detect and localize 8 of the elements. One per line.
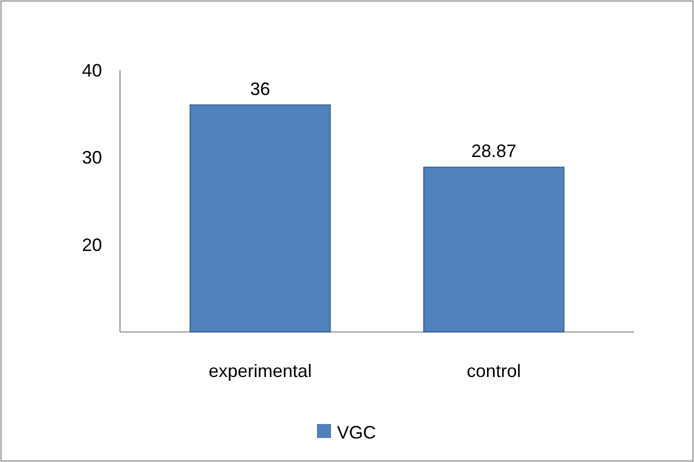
y-tick-label: 30 [82, 148, 102, 168]
data-label: 36 [250, 78, 270, 99]
data-label: 28.87 [471, 141, 516, 162]
legend-label: VGC [337, 422, 376, 442]
x-tick-label: control [466, 361, 521, 381]
y-tick-label: 40 [82, 60, 102, 80]
y-tick-label: 20 [82, 234, 102, 255]
x-tick-label: experimental [208, 361, 312, 381]
